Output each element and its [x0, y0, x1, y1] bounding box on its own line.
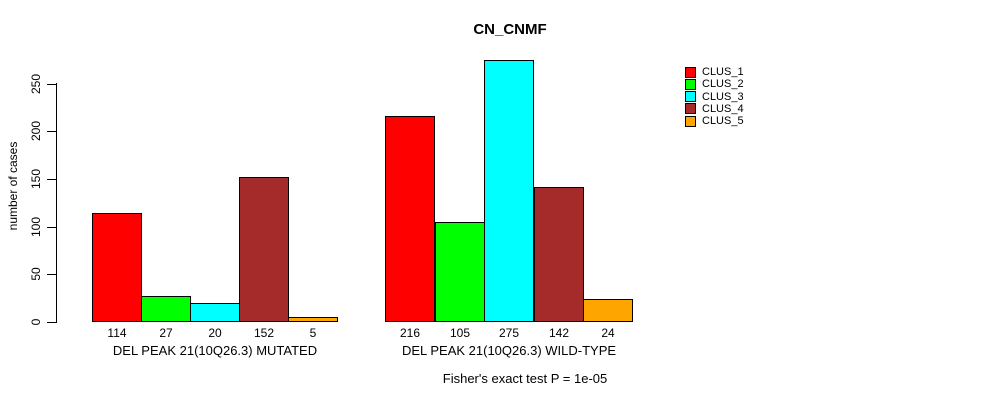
y-tick-label: 100: [29, 216, 43, 238]
bar-clus_5-group1: [288, 317, 338, 322]
y-tick-label: 50: [29, 267, 43, 281]
y-axis-label: number of cases: [6, 141, 20, 231]
legend-swatch-clus_5: [685, 115, 696, 127]
legend-label: CLUS_5: [702, 115, 744, 128]
y-tick: [47, 179, 57, 180]
y-tick: [47, 322, 57, 323]
bar-clus_3-group2: [484, 60, 534, 322]
bar-value-label: 114: [107, 326, 127, 340]
y-tick-label: 150: [29, 168, 43, 190]
bar-value-label: 142: [548, 326, 570, 340]
legend-item-clus_5: CLUS_5: [685, 115, 744, 127]
bar-clus_4-group1: [239, 177, 289, 322]
y-tick-label: 0: [29, 318, 43, 326]
x-group-label: DEL PEAK 21(10Q26.3) WILD-TYPE: [401, 343, 617, 358]
bar-value-label: 24: [601, 326, 615, 340]
legend-item-clus_3: CLUS_3: [685, 91, 744, 103]
bar-clus_4-group2: [534, 187, 584, 322]
fisher-test-annotation: Fisher's exact test P = 1e-05: [442, 371, 608, 386]
legend-label: CLUS_2: [702, 78, 744, 91]
y-tick: [47, 84, 57, 85]
chart-title: CN_CNMF: [473, 21, 547, 38]
bar-value-label: 27: [159, 326, 173, 340]
x-group-label: DEL PEAK 21(10Q26.3) MUTATED: [112, 343, 318, 358]
legend: CLUS_1 CLUS_2 CLUS_3 CLUS_4 CLUS_5: [685, 66, 744, 127]
legend-swatch-clus_3: [685, 91, 696, 103]
y-axis-line: [56, 83, 57, 323]
legend-swatch-clus_1: [685, 66, 696, 78]
bar-value-label: 152: [253, 326, 275, 340]
bar-clus_2-group2: [435, 222, 485, 322]
bar-value-label: 5: [309, 326, 317, 340]
legend-swatch-clus_4: [685, 103, 696, 115]
y-tick-label: 200: [29, 120, 43, 142]
legend-swatch-clus_2: [685, 78, 696, 90]
bar-clus_2-group1: [141, 296, 191, 322]
bar-value-label: 20: [208, 326, 222, 340]
legend-label: CLUS_4: [702, 102, 744, 115]
bar-value-label: 275: [498, 326, 520, 340]
legend-item-clus_4: CLUS_4: [685, 103, 744, 115]
legend-label: CLUS_3: [702, 90, 744, 103]
y-tick: [47, 274, 57, 275]
legend-item-clus_2: CLUS_2: [685, 78, 744, 90]
legend-item-clus_1: CLUS_1: [685, 66, 744, 78]
legend-label: CLUS_1: [702, 66, 744, 78]
y-tick: [47, 227, 57, 228]
bar-clus_1-group1: [92, 213, 142, 322]
y-tick: [47, 131, 57, 132]
bar-clus_3-group1: [190, 303, 240, 322]
y-tick-label: 250: [29, 73, 43, 95]
bar-clus_1-group2: [385, 116, 435, 322]
bar-clus_5-group2: [583, 299, 633, 322]
bar-value-label: 105: [449, 326, 471, 340]
bar-value-label: 216: [399, 326, 421, 340]
